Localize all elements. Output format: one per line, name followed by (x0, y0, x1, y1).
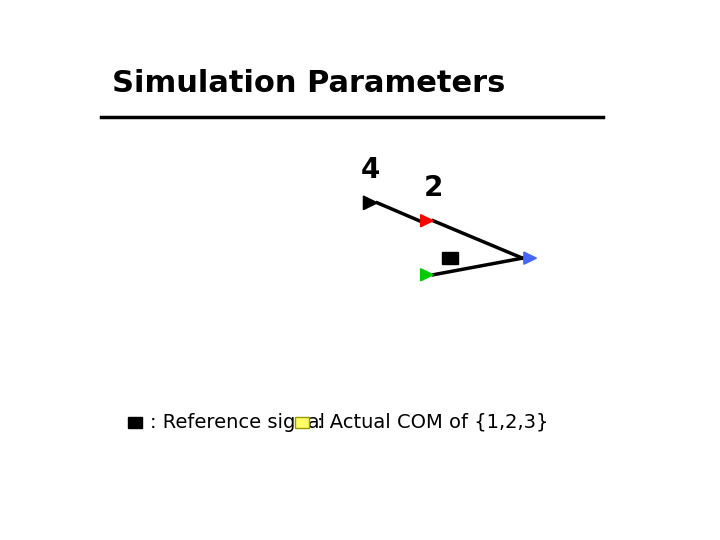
Polygon shape (420, 214, 433, 227)
Text: 2: 2 (423, 174, 443, 202)
Bar (295, 417, 309, 428)
Polygon shape (364, 196, 377, 210)
Polygon shape (524, 252, 536, 264)
Text: : Reference signal: : Reference signal (150, 413, 325, 432)
Text: : Actual COM of {1,2,3}: : Actual COM of {1,2,3} (318, 413, 549, 432)
Polygon shape (420, 269, 433, 281)
Text: Simulation Parameters: Simulation Parameters (112, 69, 505, 98)
Text: 4: 4 (361, 156, 380, 184)
Bar (442, 252, 458, 264)
Bar (127, 417, 142, 428)
